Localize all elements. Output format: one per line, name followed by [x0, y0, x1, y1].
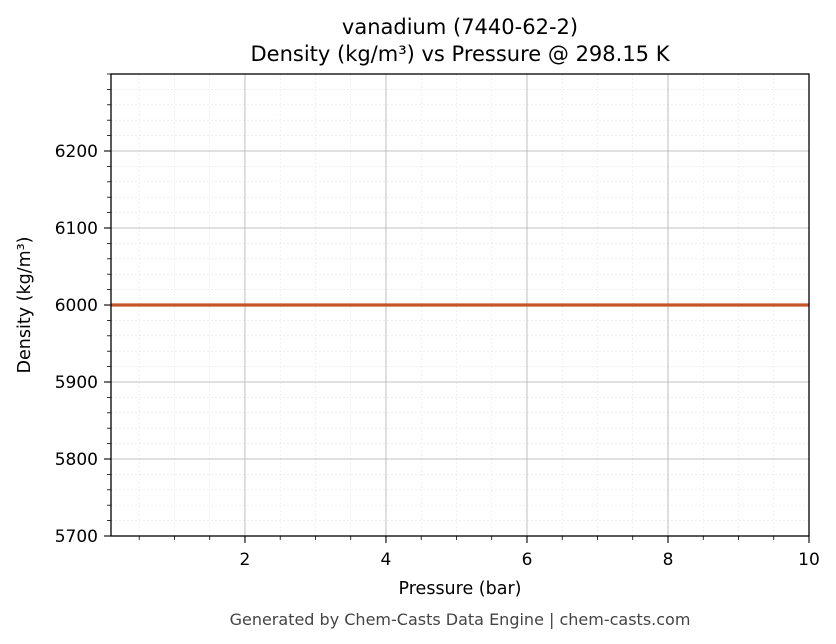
- footer-credit: Generated by Chem-Casts Data Engine | ch…: [230, 610, 691, 629]
- y-tick-label: 5700: [55, 527, 98, 547]
- x-tick-label: 6: [522, 550, 533, 570]
- x-axis-label: Pressure (bar): [399, 579, 522, 599]
- y-tick-labels: 5700 5800 5900 6000 6100 6200: [55, 142, 98, 547]
- x-tick-label: 2: [240, 550, 251, 570]
- y-tick-label: 6200: [55, 142, 98, 162]
- x-tick-labels: 2 4 6 8 10: [240, 550, 820, 570]
- chart-title: vanadium (7440-62-2): [342, 15, 578, 39]
- y-tick-label: 5900: [55, 373, 98, 393]
- y-tick-label: 5800: [55, 450, 98, 470]
- x-tick-label: 4: [381, 550, 392, 570]
- x-tick-label: 10: [798, 550, 820, 570]
- y-tick-label: 6100: [55, 219, 98, 239]
- y-tick-label: 6000: [55, 296, 98, 316]
- chart-subtitle: Density (kg/m³) vs Pressure @ 298.15 K: [250, 42, 670, 66]
- axis-ticks: [104, 73, 810, 543]
- y-axis-label: Density (kg/m³): [15, 237, 35, 374]
- x-tick-label: 8: [663, 550, 674, 570]
